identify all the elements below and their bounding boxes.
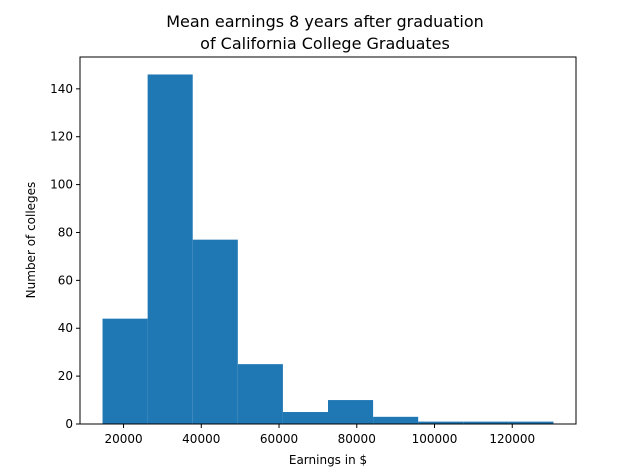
x-axis-ticks: 20000 40000 60000 80000 100000 120000 bbox=[104, 424, 535, 446]
y-tick-label: 0 bbox=[65, 417, 73, 431]
histogram-bar bbox=[463, 421, 509, 424]
y-tick-label: 60 bbox=[58, 273, 73, 287]
y-tick-label: 20 bbox=[58, 369, 73, 383]
y-tick-label: 100 bbox=[50, 178, 73, 192]
plot-frame bbox=[79, 56, 577, 425]
histogram-bar bbox=[328, 400, 374, 424]
y-tick-label: 40 bbox=[58, 321, 73, 335]
x-tick-label: 80000 bbox=[338, 432, 376, 446]
histogram-bar bbox=[102, 318, 148, 424]
y-tick-label: 140 bbox=[50, 82, 73, 96]
y-axis-ticks: 0 20 40 60 80 100 120 140 bbox=[50, 82, 80, 431]
x-axis-label: Earnings in $ bbox=[289, 453, 367, 467]
y-tick-label: 120 bbox=[50, 130, 73, 144]
histogram-bar bbox=[418, 421, 464, 424]
x-tick-label: 120000 bbox=[489, 432, 535, 446]
histogram-bar bbox=[192, 239, 238, 424]
x-tick-label: 100000 bbox=[412, 432, 458, 446]
chart-subtitle: of California College Graduates bbox=[200, 34, 450, 53]
x-tick-label: 20000 bbox=[104, 432, 142, 446]
histogram-bar bbox=[282, 412, 328, 424]
histogram-bar bbox=[373, 416, 419, 424]
histogram-bar bbox=[508, 421, 554, 424]
y-tick-label: 80 bbox=[58, 225, 73, 239]
histogram-bar bbox=[237, 364, 283, 424]
chart-title: Mean earnings 8 years after graduation bbox=[166, 12, 484, 31]
x-tick-label: 40000 bbox=[182, 432, 220, 446]
histogram-bar bbox=[147, 74, 193, 424]
x-tick-label: 60000 bbox=[260, 432, 298, 446]
y-axis-label: Number of colleges bbox=[24, 182, 38, 299]
bars-group bbox=[102, 74, 554, 424]
